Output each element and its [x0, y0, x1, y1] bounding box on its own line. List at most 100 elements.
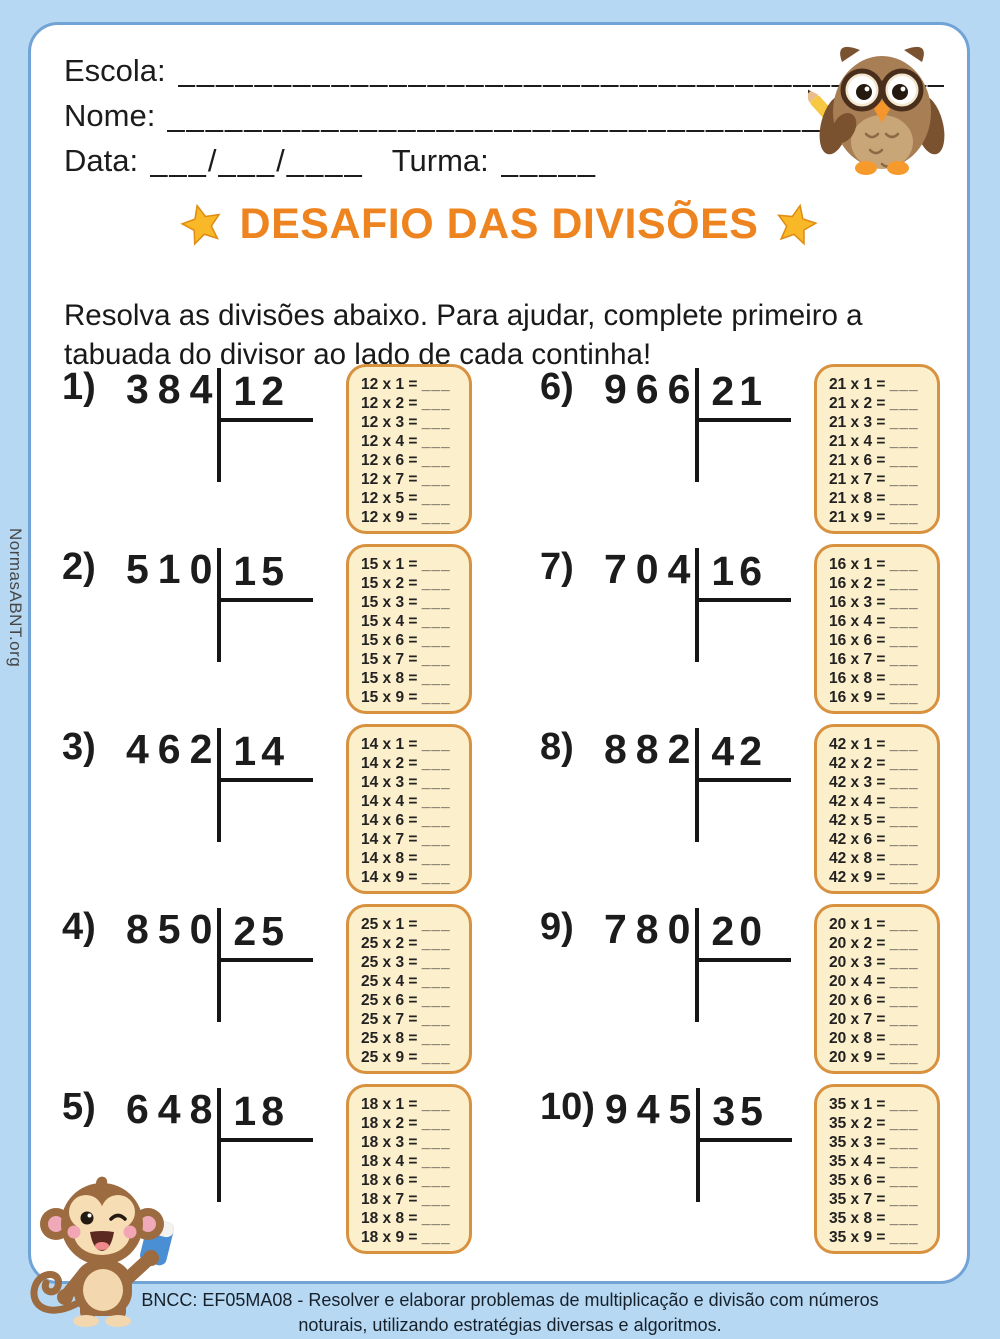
tabuada-blank: ___ — [889, 831, 919, 848]
divisor: 42 — [699, 728, 792, 782]
tabuada-blank: ___ — [421, 395, 451, 412]
tabuada-blank: ___ — [889, 594, 919, 611]
tabuada-row: 25 x 9 = ___ — [361, 1049, 451, 1066]
multiplication-table-box: 21 x 1 = ___ 21 x 2 = ___ 21 x 3 = ___ 21 x… — [814, 364, 940, 534]
tabuada-row: 16 x 6 = ___ — [829, 632, 919, 649]
tabuada-blank: ___ — [421, 831, 451, 848]
tabuada-row: 35 x 1 = ___ — [829, 1096, 919, 1113]
dividend: 510 — [126, 546, 222, 592]
tabuada-blank: ___ — [889, 774, 919, 791]
star-icon — [777, 203, 819, 246]
divisor: 25 — [221, 908, 314, 962]
tabuada-row: 20 x 6 = ___ — [829, 992, 919, 1009]
problem-number: 4) — [62, 906, 96, 948]
tabuada-row: 18 x 2 = ___ — [361, 1115, 451, 1132]
tabuada-blank: ___ — [421, 793, 451, 810]
tabuada-blank: ___ — [421, 1229, 451, 1246]
tabuada-row: 21 x 1 = ___ — [829, 376, 919, 393]
tabuada-blank: ___ — [421, 689, 451, 706]
problem-row: 7) 704 16 16 x 1 = ___ 16 x 2 = ___ 16 x 3… — [540, 538, 940, 718]
problems-column-left: 1) 384 12 12 x 1 = ___ 12 x 2 = ___ 12 x 3… — [62, 358, 472, 1258]
tabuada-row: 25 x 3 = ___ — [361, 954, 451, 971]
tabuada-blank: ___ — [889, 869, 919, 886]
multiplication-table-box: 16 x 1 = ___ 16 x 2 = ___ 16 x 3 = ___ 16 x… — [814, 544, 940, 714]
problem-number: 6) — [540, 366, 574, 408]
tabuada-blank: ___ — [421, 1134, 451, 1151]
worksheet-card — [28, 22, 970, 1284]
problem-row: 5) 648 18 18 x 1 = ___ 18 x 2 = ___ 18 x 3… — [62, 1078, 472, 1258]
dividend: 850 — [126, 906, 222, 952]
problem-number: 8) — [540, 726, 574, 768]
tabuada-row: 42 x 6 = ___ — [829, 831, 919, 848]
tabuada-row: 16 x 3 = ___ — [829, 594, 919, 611]
tabuada-blank: ___ — [421, 935, 451, 952]
tabuada-blank: ___ — [421, 471, 451, 488]
multiplication-table-box: 18 x 1 = ___ 18 x 2 = ___ 18 x 3 = ___ 18 x… — [346, 1084, 472, 1254]
tabuada-blank: ___ — [889, 1172, 919, 1189]
tabuada-blank: ___ — [889, 509, 919, 526]
tabuada-blank: ___ — [889, 1153, 919, 1170]
divisor: 18 — [221, 1088, 314, 1142]
tabuada-blank: ___ — [421, 594, 451, 611]
tabuada-blank: ___ — [889, 1191, 919, 1208]
tabuada-row: 21 x 4 = ___ — [829, 433, 919, 450]
tabuada-row: 42 x 4 = ___ — [829, 793, 919, 810]
tabuada-blank: ___ — [889, 1096, 919, 1113]
dividend: 780 — [604, 906, 700, 952]
tabuada-blank: ___ — [421, 1191, 451, 1208]
tabuada-row: 42 x 1 = ___ — [829, 736, 919, 753]
tabuada-row: 35 x 7 = ___ — [829, 1191, 919, 1208]
tabuada-row: 15 x 9 = ___ — [361, 689, 451, 706]
tabuada-row: 21 x 2 = ___ — [829, 395, 919, 412]
long-division-bracket: 25 — [217, 908, 314, 1022]
problem-number: 1) — [62, 366, 96, 408]
tabuada-row: 12 x 5 = ___ — [361, 490, 451, 507]
tabuada-row: 15 x 7 = ___ — [361, 651, 451, 668]
division-problem: 4) 850 25 — [62, 898, 314, 1078]
tabuada-blank: ___ — [889, 575, 919, 592]
class-label: Turma: — [391, 143, 489, 178]
tabuada-blank: ___ — [889, 935, 919, 952]
tabuada-blank: ___ — [421, 954, 451, 971]
tabuada-blank: ___ — [421, 613, 451, 630]
tabuada-blank: ___ — [889, 916, 919, 933]
tabuada-row: 35 x 4 = ___ — [829, 1153, 919, 1170]
tabuada-blank: ___ — [421, 774, 451, 791]
tabuada-blank: ___ — [421, 376, 451, 393]
tabuada-row: 18 x 8 = ___ — [361, 1210, 451, 1227]
tabuada-row: 15 x 4 = ___ — [361, 613, 451, 630]
multiplication-table-box: 14 x 1 = ___ 14 x 2 = ___ 14 x 3 = ___ 14 x… — [346, 724, 472, 894]
tabuada-row: 14 x 7 = ___ — [361, 831, 451, 848]
problem-row: 1) 384 12 12 x 1 = ___ 12 x 2 = ___ 12 x 3… — [62, 358, 472, 538]
tabuada-blank: ___ — [421, 812, 451, 829]
tabuada-blank: ___ — [421, 916, 451, 933]
tabuada-row: 16 x 4 = ___ — [829, 613, 919, 630]
problem-row: 6) 966 21 21 x 1 = ___ 21 x 2 = ___ 21 x 3… — [540, 358, 940, 538]
tabuada-blank: ___ — [421, 509, 451, 526]
problem-row: 9) 780 20 20 x 1 = ___ 20 x 2 = ___ 20 x 3… — [540, 898, 940, 1078]
title-row: DESAFIO DAS DIVISÕES — [28, 200, 970, 249]
tabuada-blank: ___ — [421, 992, 451, 1009]
tabuada-blank: ___ — [889, 1229, 919, 1246]
multiplication-table-box: 15 x 1 = ___ 15 x 2 = ___ 15 x 3 = ___ 15 x… — [346, 544, 472, 714]
school-blank-field: ________________________________________… — [177, 53, 944, 88]
tabuada-row: 20 x 3 = ___ — [829, 954, 919, 971]
tabuada-blank: ___ — [889, 1049, 919, 1066]
problem-row: 2) 510 15 15 x 1 = ___ 15 x 2 = ___ 15 x 3… — [62, 538, 472, 718]
page-title: DESAFIO DAS DIVISÕES — [239, 200, 759, 248]
divisor: 14 — [221, 728, 314, 782]
problem-number: 2) — [62, 546, 96, 588]
tabuada-row: 20 x 1 = ___ — [829, 916, 919, 933]
tabuada-blank: ___ — [421, 1115, 451, 1132]
problem-number: 9) — [540, 906, 574, 948]
division-problem: 2) 510 15 — [62, 538, 314, 718]
long-division-bracket: 21 — [695, 368, 792, 482]
division-problem: 5) 648 18 — [62, 1078, 314, 1258]
tabuada-row: 35 x 8 = ___ — [829, 1210, 919, 1227]
tabuada-blank: ___ — [421, 755, 451, 772]
tabuada-blank: ___ — [889, 1210, 919, 1227]
tabuada-blank: ___ — [889, 395, 919, 412]
tabuada-row: 16 x 7 = ___ — [829, 651, 919, 668]
tabuada-blank: ___ — [421, 575, 451, 592]
tabuada-row: 16 x 8 = ___ — [829, 670, 919, 687]
